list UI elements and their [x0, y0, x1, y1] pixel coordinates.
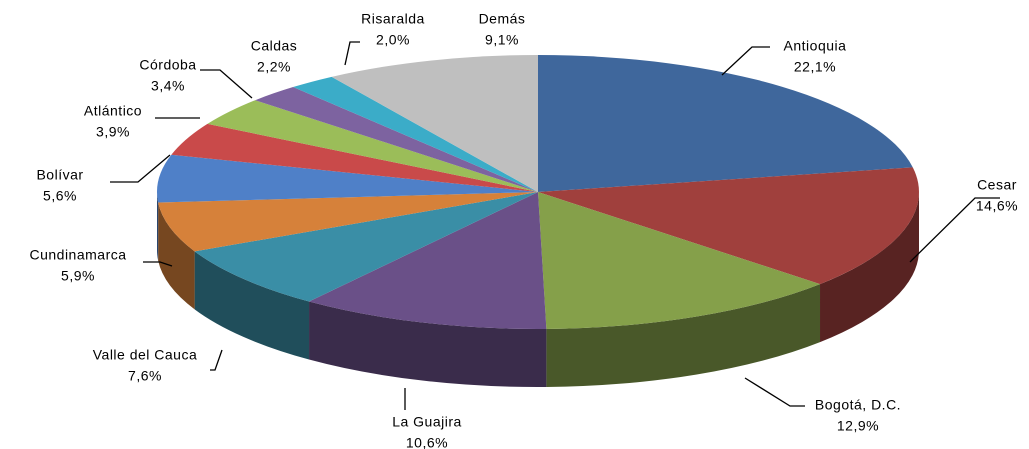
slice-value-label: 2,2%: [257, 59, 291, 75]
pie-side: [194, 251, 310, 360]
slice-value-label: 5,9%: [61, 268, 95, 284]
leader-line: [744, 377, 805, 407]
slice-value-label: 14,6%: [976, 198, 1018, 214]
pie-side: [546, 284, 821, 387]
pie-slice: [194, 192, 538, 302]
slice-label: Atlántico: [84, 103, 142, 119]
slice-value-label: 3,4%: [151, 78, 185, 94]
slice-value-label: 9,1%: [485, 32, 519, 48]
pie-side: [820, 192, 919, 343]
pie-slice: [156, 154, 538, 203]
slice-label: La Guajira: [392, 414, 462, 430]
pie-slice: [293, 76, 538, 192]
slice-value-label: 22,1%: [794, 59, 836, 75]
slice-label: Cesar: [977, 177, 1017, 193]
leader-line: [200, 69, 253, 99]
slice-label: Bolívar: [36, 167, 83, 183]
slice-value-label: 12,9%: [837, 418, 879, 434]
pie-slice: [207, 100, 538, 192]
pie-slice: [331, 55, 538, 192]
leader-line: [909, 197, 1000, 263]
pie-slice: [158, 192, 539, 252]
pie-slice: [538, 167, 919, 285]
leader-line: [721, 46, 770, 76]
pie-slice: [538, 192, 821, 329]
pie-slice: [171, 123, 539, 192]
slice-value-label: 2,0%: [376, 32, 410, 48]
slice-value-label: 5,6%: [43, 188, 77, 204]
slice-label: Demás: [479, 11, 526, 27]
slice-label: Valle del Cauca: [93, 347, 198, 363]
leader-line: [344, 41, 360, 66]
slice-value-label: 7,6%: [128, 368, 162, 384]
slice-label: Cundinamarca: [29, 247, 126, 263]
slice-label: Bogotá, D.C.: [815, 397, 901, 413]
leader-line: [143, 261, 173, 267]
leader-line: [110, 154, 171, 183]
pie-slice: [255, 87, 538, 192]
pie-side: [158, 202, 195, 310]
slice-value-label: 3,9%: [96, 124, 130, 140]
pie-slice: [309, 192, 547, 329]
slice-label: Risaralda: [361, 11, 425, 27]
slice-label: Córdoba: [139, 57, 196, 73]
slice-value-label: 10,6%: [406, 435, 448, 449]
pie-side: [309, 301, 547, 387]
pie-side: [157, 192, 159, 261]
slice-label: Caldas: [251, 38, 298, 54]
slice-label: Antioquia: [784, 38, 847, 54]
leader-line: [210, 349, 223, 371]
pie-slice: [538, 55, 913, 192]
